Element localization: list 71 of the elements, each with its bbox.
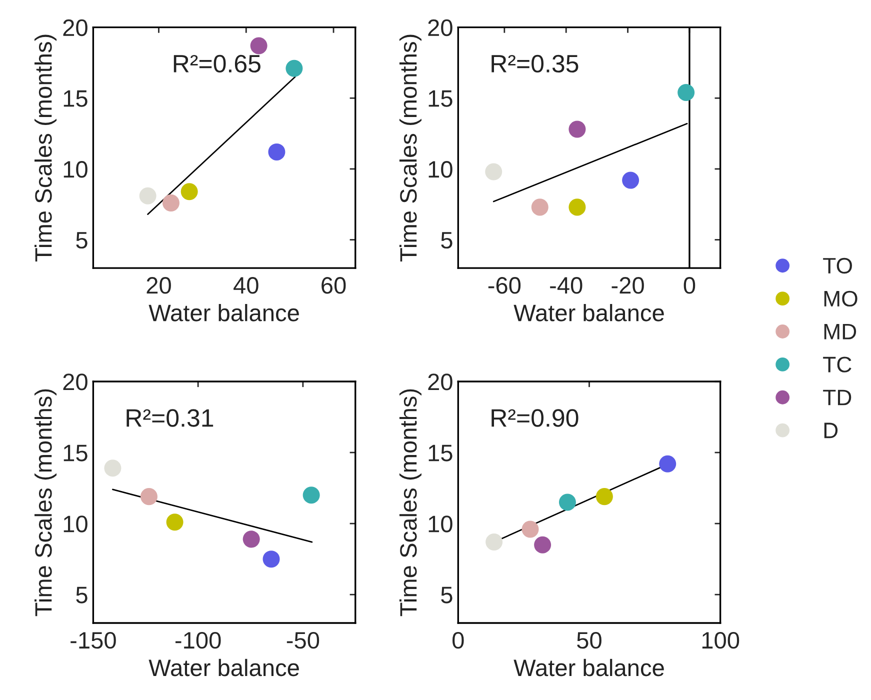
point xyxy=(522,520,539,538)
point xyxy=(485,163,502,180)
y-tick-label: 15 xyxy=(428,444,452,462)
y-tick-label: 5 xyxy=(441,232,452,249)
legend-label: TO xyxy=(823,258,852,274)
y-tick-label: 15 xyxy=(64,444,88,462)
x-axis-title: Water balance xyxy=(148,304,299,322)
legend-label: D xyxy=(824,422,838,438)
x-tick-label: -40 xyxy=(550,277,582,294)
x-tick-label: 20 xyxy=(146,277,171,294)
y-tick-label: 5 xyxy=(76,586,88,604)
point xyxy=(286,60,303,77)
annotation: R²=0.65 xyxy=(174,54,260,73)
y-tick-label: 20 xyxy=(428,374,452,390)
x-tick-label: 100 xyxy=(702,632,740,649)
x-tick-label: 40 xyxy=(234,277,258,294)
legend-label: TC xyxy=(823,356,852,372)
y-tick-label: 10 xyxy=(64,161,88,178)
y-tick-label: 10 xyxy=(64,516,88,532)
point xyxy=(534,536,552,554)
y-axis-title: Time Scales (months) xyxy=(399,34,422,262)
point xyxy=(262,550,280,568)
y-tick-label: 10 xyxy=(428,161,452,178)
y-tick-label: 20 xyxy=(63,19,88,36)
annotation: R²=0.31 xyxy=(126,409,214,427)
y-axis-title: Time Scales (months) xyxy=(34,389,57,616)
x-tick-label: 50 xyxy=(577,632,602,649)
x-tick-label: 0 xyxy=(684,277,696,294)
point xyxy=(302,486,320,504)
annotation: R²=0.90 xyxy=(492,409,578,427)
point xyxy=(486,534,503,551)
x-axis-title: Water balance xyxy=(148,658,299,676)
x-tick-label: -20 xyxy=(612,277,644,294)
point xyxy=(180,183,198,200)
y-tick-label: 20 xyxy=(63,374,88,390)
point xyxy=(250,37,268,54)
point xyxy=(568,198,586,216)
y-tick-label: 15 xyxy=(64,90,88,107)
legend-label: TD xyxy=(823,390,852,406)
legend-label: MD xyxy=(824,324,856,340)
point xyxy=(268,143,286,160)
y-tick-label: 20 xyxy=(428,19,452,36)
point xyxy=(622,172,640,189)
y-tick-label: 15 xyxy=(428,90,452,107)
annotation: R²=0.35 xyxy=(492,54,578,73)
y-axis-title: Time Scales (months) xyxy=(34,34,57,262)
y-tick-label: 5 xyxy=(441,586,452,604)
x-tick-label: 60 xyxy=(322,277,346,294)
point xyxy=(166,514,184,531)
y-tick-label: 5 xyxy=(76,232,88,249)
x-tick-label: -50 xyxy=(286,632,320,649)
point xyxy=(568,120,586,138)
point xyxy=(104,460,122,477)
point xyxy=(558,494,576,511)
point xyxy=(139,187,156,204)
point xyxy=(140,488,158,506)
legend-label: MO xyxy=(824,290,858,307)
point xyxy=(242,530,260,548)
point xyxy=(596,488,613,506)
x-tick-label: -60 xyxy=(488,277,521,294)
point xyxy=(678,84,695,101)
y-axis-title: Time Scales (months) xyxy=(399,389,422,616)
x-axis-title: Water balance xyxy=(514,658,664,676)
x-axis-title: Water balance xyxy=(514,304,664,322)
point xyxy=(162,194,180,212)
x-tick-label: -100 xyxy=(175,632,221,649)
x-tick-label: 0 xyxy=(452,632,464,649)
point xyxy=(531,198,548,216)
point xyxy=(659,455,676,472)
y-tick-label: 10 xyxy=(428,516,452,532)
x-tick-label: -150 xyxy=(70,632,116,649)
